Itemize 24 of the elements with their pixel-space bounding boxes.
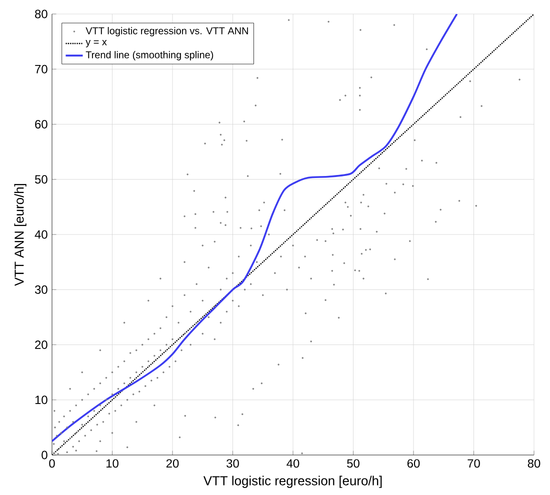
- y-tick-label: 0: [42, 450, 48, 460]
- y-axis-title: VTT ANN [euro/h]: [14, 184, 26, 286]
- x-axis-title: VTT logistic regression [euro/h]: [203, 476, 382, 488]
- x-tick-label: 50: [347, 459, 360, 468]
- x-tick-label: 60: [407, 459, 420, 468]
- y-tick-label: 40: [34, 230, 48, 239]
- x-tick-label: 0: [49, 459, 55, 468]
- y-tick-label: 80: [35, 10, 48, 18]
- line-series: [52, 14, 458, 442]
- x-tick-label: 80: [528, 459, 540, 468]
- y-tick-label: 50: [35, 175, 48, 184]
- y-tick-label: 20: [35, 340, 48, 349]
- y-tick-label: 10: [35, 396, 48, 404]
- legend-label: Trend line (smoothing spline): [86, 51, 214, 60]
- y-tick-label: 60: [35, 120, 48, 128]
- x-tick-label: 10: [106, 459, 118, 468]
- x-tick-label: 20: [166, 459, 179, 468]
- x-tick-label: 30: [226, 459, 239, 468]
- x-tick-label: 70: [468, 459, 480, 468]
- y-tick-label: 30: [34, 285, 48, 294]
- legend-label: y = x: [86, 40, 107, 48]
- y-tick-label: 70: [35, 64, 48, 74]
- legend-label: VTT logistic regression vs. VTT ANN: [86, 27, 248, 36]
- x-tick-label: 40: [286, 459, 300, 468]
